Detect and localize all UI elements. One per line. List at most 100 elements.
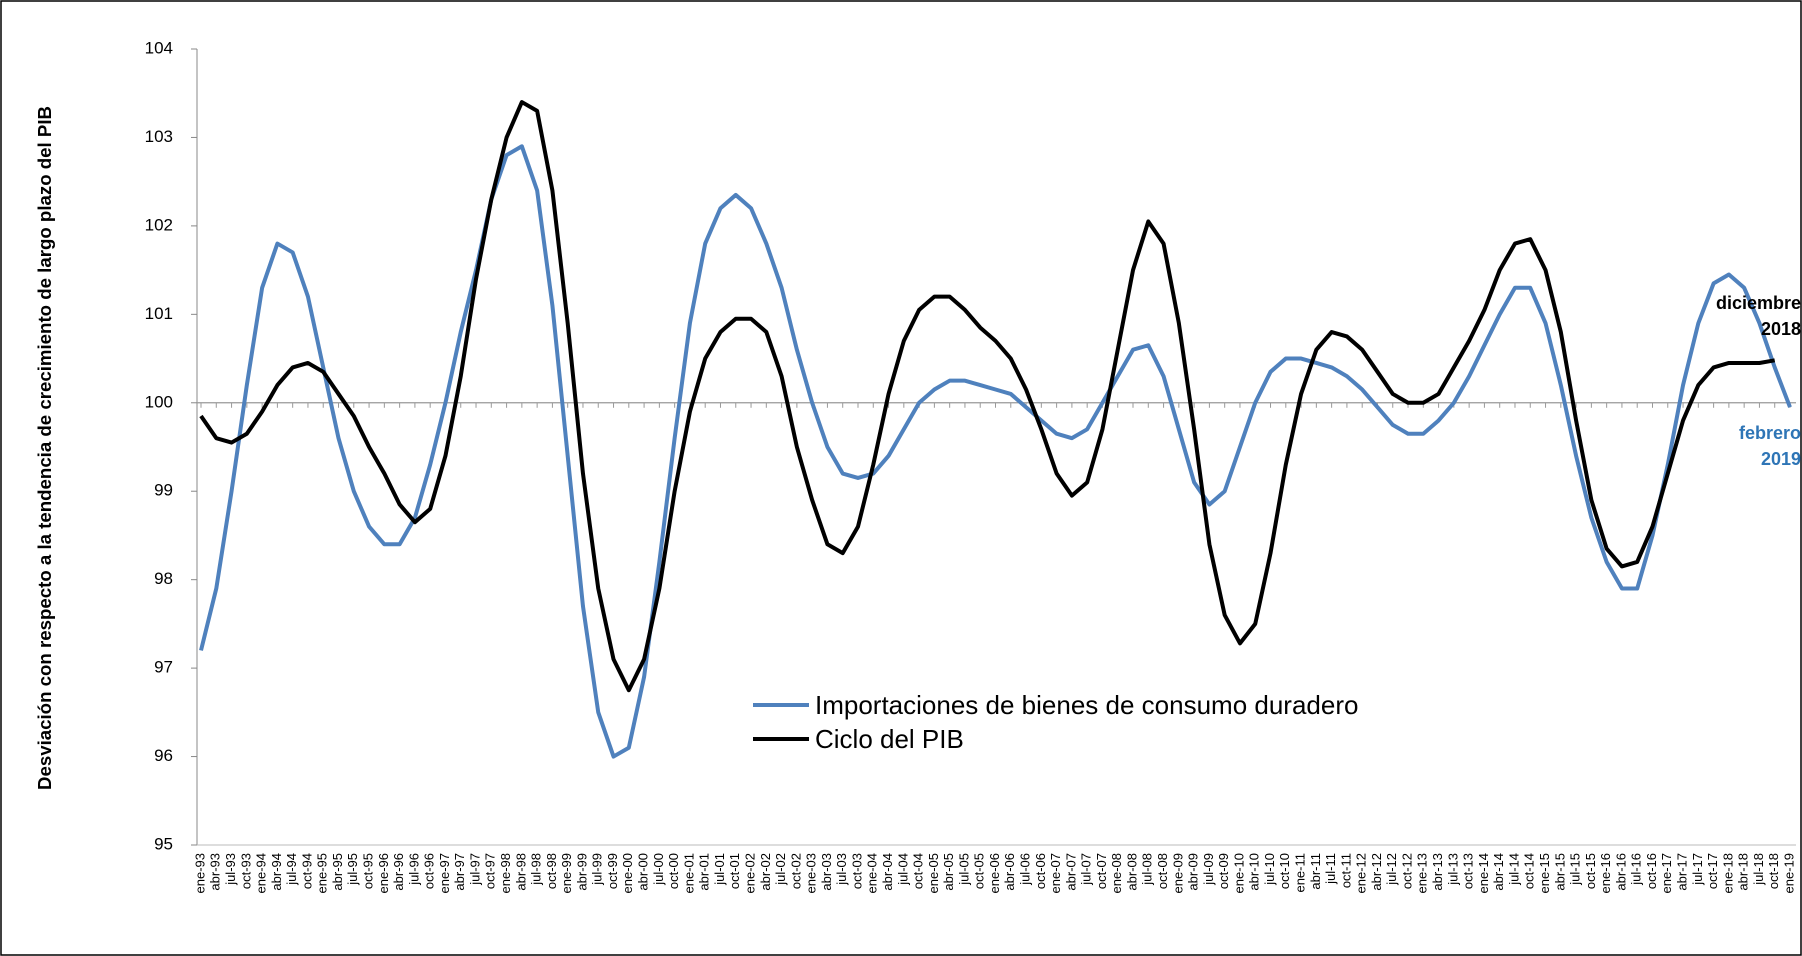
x-tick-label: abr-04: [880, 853, 895, 891]
x-tick-label: abr-05: [941, 853, 956, 891]
x-tick-label: oct-08: [1155, 853, 1170, 889]
x-tick-label: ene-18: [1720, 853, 1735, 893]
x-tick-label: jul-04: [895, 853, 910, 886]
x-tick-label: oct-03: [849, 853, 864, 889]
x-tick-label: oct-97: [483, 853, 498, 889]
x-tick-label: oct-01: [727, 853, 742, 889]
legend-label: Importaciones de bienes de consumo durad…: [815, 690, 1359, 720]
legend-swatch: [753, 703, 809, 707]
x-tick-label: ene-16: [1598, 853, 1613, 893]
x-tick-label: jul-14: [1506, 853, 1521, 886]
x-tick-label: ene-04: [865, 853, 880, 893]
x-tick-label: ene-15: [1537, 853, 1552, 893]
y-tick-label: 101: [145, 304, 173, 323]
x-tick-label: abr-98: [513, 853, 528, 891]
x-tick-label: jul-06: [1017, 853, 1032, 886]
x-tick-label: abr-13: [1430, 853, 1445, 891]
x-tick-label: jul-94: [284, 853, 299, 886]
x-tick-label: abr-01: [697, 853, 712, 891]
x-tick-label: jul-02: [773, 853, 788, 886]
x-tick-label: oct-15: [1583, 853, 1598, 889]
x-tick-label: ene-08: [1109, 853, 1124, 893]
x-tick-label: abr-06: [1002, 853, 1017, 891]
x-tick-label: ene-02: [742, 853, 757, 893]
x-tick-label: abr-95: [330, 853, 345, 891]
y-tick-label: 100: [145, 392, 173, 411]
x-tick-label: ene-09: [1170, 853, 1185, 893]
y-tick-label: 99: [154, 481, 173, 500]
x-tick-label: ene-13: [1415, 853, 1430, 893]
x-tick-label: jul-95: [345, 853, 360, 886]
x-tick-label: ene-95: [315, 853, 330, 893]
x-tick-label: abr-96: [391, 853, 406, 891]
x-tick-label: abr-99: [574, 853, 589, 891]
x-tick-label: abr-15: [1552, 853, 1567, 891]
x-tick-label: abr-14: [1491, 853, 1506, 891]
x-tick-label: oct-07: [1094, 853, 1109, 889]
x-tick-label: abr-10: [1247, 853, 1262, 891]
x-tick-label: oct-00: [666, 853, 681, 889]
x-tick-label: jul-17: [1690, 853, 1705, 886]
x-tick-label: abr-07: [1063, 853, 1078, 891]
legend-entry: Ciclo del PIB: [753, 722, 1393, 756]
x-tick-label: ene-11: [1293, 853, 1308, 893]
series-line: [199, 100, 1776, 693]
x-tick-label: oct-95: [361, 853, 376, 889]
x-tick-label: oct-98: [544, 853, 559, 889]
x-tick-label: jul-96: [406, 853, 421, 886]
x-tick-label: abr-97: [452, 853, 467, 891]
x-tick-label: ene-01: [681, 853, 696, 893]
x-tick-label: ene-98: [498, 853, 513, 893]
x-tick-label: abr-17: [1674, 853, 1689, 891]
x-tick-label: jul-15: [1568, 853, 1583, 886]
x-tick-label: abr-18: [1736, 853, 1751, 891]
x-tick-label: oct-96: [422, 853, 437, 889]
x-tick-label: oct-11: [1338, 853, 1353, 888]
x-tick-label: ene-14: [1476, 853, 1491, 893]
x-tick-label: ene-03: [804, 853, 819, 893]
x-tick-label: oct-18: [1766, 853, 1781, 889]
y-tick-label: 96: [154, 746, 173, 765]
x-tick-label: oct-16: [1644, 853, 1659, 889]
x-tick-label: oct-02: [788, 853, 803, 889]
y-axis-label: Desviación con respecto a la tendencia d…: [35, 106, 55, 790]
x-tick-label: abr-94: [269, 853, 284, 891]
x-tick-label: abr-03: [819, 853, 834, 891]
x-tick-label: abr-08: [1124, 853, 1139, 891]
x-tick-label: abr-11: [1308, 853, 1323, 890]
y-tick-label: 102: [145, 215, 173, 234]
legend-label: Ciclo del PIB: [815, 724, 964, 754]
annotation: 2018: [1761, 319, 1801, 339]
x-tick-label: ene-00: [620, 853, 635, 893]
x-tick-label: oct-04: [911, 853, 926, 889]
x-tick-label: oct-17: [1705, 853, 1720, 889]
x-tick-label: abr-12: [1369, 853, 1384, 891]
x-tick-label: ene-12: [1354, 853, 1369, 893]
x-tick-label: jul-16: [1629, 853, 1644, 886]
annotation: febrero: [1739, 423, 1801, 443]
x-tick-label: abr-00: [636, 853, 651, 891]
legend-swatch: [753, 737, 809, 741]
x-tick-label: jul-01: [712, 853, 727, 886]
x-tick-label: jul-09: [1201, 853, 1216, 886]
y-tick-label: 95: [154, 834, 173, 853]
x-tick-label: ene-97: [437, 853, 452, 893]
x-tick-label: ene-06: [987, 853, 1002, 893]
x-tick-label: jul-98: [529, 853, 544, 886]
x-tick-label: oct-14: [1522, 853, 1537, 889]
x-tick-label: jul-13: [1445, 853, 1460, 886]
x-tick-label: ene-07: [1048, 853, 1063, 893]
legend: Importaciones de bienes de consumo durad…: [753, 688, 1393, 756]
annotation: diciembre: [1716, 293, 1801, 313]
x-tick-label: oct-12: [1399, 853, 1414, 889]
x-tick-label: ene-93: [192, 853, 207, 893]
x-tick-label: ene-94: [254, 853, 269, 893]
x-tick-label: jul-97: [467, 853, 482, 886]
x-tick-label: jul-12: [1384, 853, 1399, 886]
x-tick-label: jul-03: [834, 853, 849, 886]
x-tick-label: ene-99: [559, 853, 574, 893]
x-tick-label: ene-19: [1781, 853, 1796, 893]
x-tick-label: oct-10: [1277, 853, 1292, 889]
